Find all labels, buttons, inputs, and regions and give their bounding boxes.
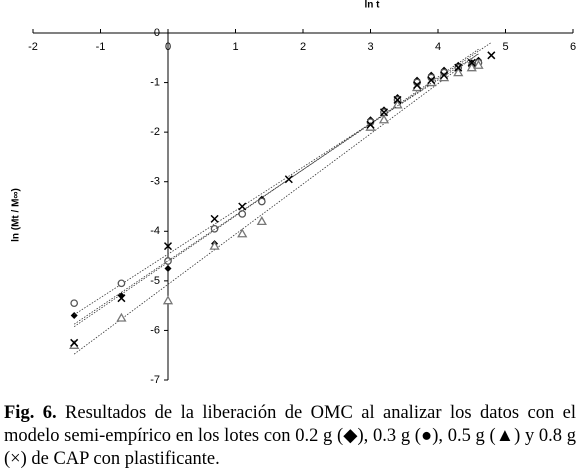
x-tick-label: -1 (96, 41, 106, 53)
trendline (73, 48, 479, 327)
point (440, 71, 449, 80)
point (210, 214, 219, 223)
y-tick-label: -3 (150, 176, 160, 188)
y-tick-label: -2 (150, 126, 160, 138)
caption-label: Fig. 6. (4, 403, 57, 423)
point (466, 62, 477, 72)
y-tick-label: -5 (150, 275, 160, 287)
x-tick-label: 6 (570, 41, 576, 53)
x-tick-label: 0 (165, 41, 171, 53)
point (237, 228, 248, 238)
y-tick-label: -4 (150, 225, 160, 237)
point (117, 294, 126, 303)
point (116, 312, 127, 322)
y-axis-title: ln (Mt / M∞) (11, 188, 22, 242)
point (454, 63, 463, 72)
point (487, 51, 496, 60)
point (70, 312, 78, 320)
point (378, 114, 390, 124)
x-tick-label: 2 (300, 41, 306, 53)
point (238, 202, 247, 211)
y-tick-label: 0 (154, 27, 160, 39)
x-tick-label: 4 (435, 41, 441, 53)
point (164, 264, 172, 272)
y-tick-label: -7 (150, 374, 160, 386)
point (467, 58, 476, 67)
point (209, 240, 220, 250)
point (70, 338, 79, 347)
point (413, 81, 422, 90)
point (210, 224, 219, 233)
x-tick-label: 5 (502, 41, 508, 53)
point (473, 59, 484, 69)
caption: Fig. 6. Resultados de la liberación de O… (4, 402, 576, 471)
point (453, 67, 464, 77)
point (256, 216, 267, 226)
x-axis-title: ln t (365, 0, 381, 11)
x-tick-label: 1 (232, 41, 238, 53)
y-tick-label: -6 (150, 324, 160, 336)
point (238, 210, 247, 218)
caption-text: Resultados de la liberación de OMC al an… (4, 403, 576, 469)
point (379, 108, 389, 117)
point (284, 175, 293, 184)
chart: ln t ln (Mt / M∞) -2 -1 0 1 2 3 4 5 6 -7 -6 -5 -4 -3 -… (11, 0, 576, 386)
point (257, 197, 266, 206)
point (427, 76, 436, 85)
point (366, 120, 375, 129)
point (164, 257, 172, 265)
trendline (73, 53, 479, 315)
x-tick-label: -2 (28, 41, 38, 53)
point (162, 295, 174, 305)
point (117, 279, 126, 288)
point (392, 99, 403, 109)
x-tick-label: 3 (367, 41, 373, 53)
trendline (73, 53, 479, 355)
y-tick-label: -1 (150, 76, 160, 88)
point (393, 95, 402, 104)
point (163, 242, 173, 251)
point (70, 299, 79, 308)
